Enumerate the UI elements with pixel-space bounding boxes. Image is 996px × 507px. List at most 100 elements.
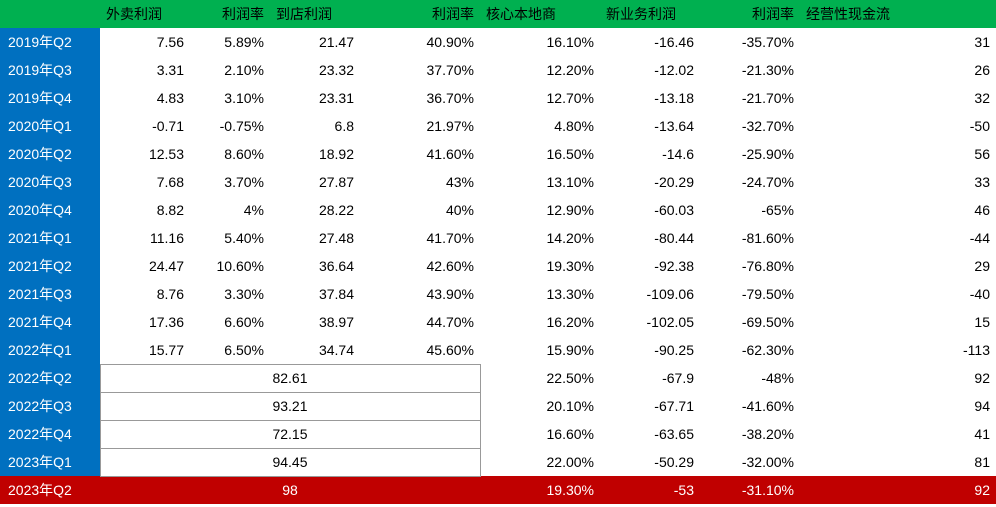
header-cashflow: 经营性现金流 <box>800 0 996 28</box>
merged-cell: 98 <box>100 476 480 504</box>
data-cell: -0.71 <box>100 112 190 140</box>
table-row: 2020年Q1-0.71-0.75%6.821.97%4.80%-13.64-3… <box>0 112 996 140</box>
merged-cell: 93.21 <box>100 392 480 420</box>
data-cell: -69.50% <box>700 308 800 336</box>
data-cell: -76.80% <box>700 252 800 280</box>
data-cell: 32 <box>800 84 996 112</box>
table-row: 2019年Q33.312.10%23.3237.70%12.20%-12.02-… <box>0 56 996 84</box>
data-cell: 12.70% <box>480 84 600 112</box>
data-cell: 43.90% <box>360 280 480 308</box>
data-cell: 15.90% <box>480 336 600 364</box>
row-label: 2021年Q2 <box>0 252 100 280</box>
data-cell: 4.83 <box>100 84 190 112</box>
data-cell: 40.90% <box>360 28 480 56</box>
data-cell: -67.9 <box>600 364 700 392</box>
data-cell: 46 <box>800 196 996 224</box>
data-cell: -21.70% <box>700 84 800 112</box>
data-cell: -12.02 <box>600 56 700 84</box>
row-label: 2020年Q4 <box>0 196 100 224</box>
data-cell: 44.70% <box>360 308 480 336</box>
header-newbiz-rate: 利润率 <box>700 0 800 28</box>
data-cell: 27.48 <box>270 224 360 252</box>
data-cell: -62.30% <box>700 336 800 364</box>
data-cell: 8.76 <box>100 280 190 308</box>
row-label: 2019年Q2 <box>0 28 100 56</box>
data-cell: 13.30% <box>480 280 600 308</box>
data-cell: 12.53 <box>100 140 190 168</box>
data-cell: 19.30% <box>480 476 600 504</box>
header-empty <box>0 0 100 28</box>
table-row: 2020年Q212.538.60%18.9241.60%16.50%-14.6-… <box>0 140 996 168</box>
data-cell: 41 <box>800 420 996 448</box>
data-cell: 16.20% <box>480 308 600 336</box>
header-daodian-profit: 到店利润 <box>270 0 360 28</box>
data-cell: 2.10% <box>190 56 270 84</box>
data-cell: -21.30% <box>700 56 800 84</box>
data-cell: -92.38 <box>600 252 700 280</box>
data-cell: -0.75% <box>190 112 270 140</box>
data-cell: -60.03 <box>600 196 700 224</box>
row-label: 2020年Q1 <box>0 112 100 140</box>
data-cell: 27.87 <box>270 168 360 196</box>
row-label: 2019年Q4 <box>0 84 100 112</box>
data-cell: 41.70% <box>360 224 480 252</box>
table-row: 2021年Q417.366.60%38.9744.70%16.20%-102.0… <box>0 308 996 336</box>
header-core-local: 核心本地商 <box>480 0 600 28</box>
data-cell: -102.05 <box>600 308 700 336</box>
data-cell: 37.70% <box>360 56 480 84</box>
data-cell: 36.70% <box>360 84 480 112</box>
data-cell: 18.92 <box>270 140 360 168</box>
data-cell: -16.46 <box>600 28 700 56</box>
data-cell: 41.60% <box>360 140 480 168</box>
data-cell: 92 <box>800 364 996 392</box>
data-cell: 11.16 <box>100 224 190 252</box>
data-cell: 16.50% <box>480 140 600 168</box>
data-cell: -48% <box>700 364 800 392</box>
table-row: 2019年Q44.833.10%23.3136.70%12.70%-13.18-… <box>0 84 996 112</box>
merged-cell: 94.45 <box>100 448 480 476</box>
header-row: 外卖利润 利润率 到店利润 利润率 核心本地商 新业务利润 利润率 经营性现金流 <box>0 0 996 28</box>
data-cell: 45.60% <box>360 336 480 364</box>
data-cell: 6.50% <box>190 336 270 364</box>
row-label: 2023年Q1 <box>0 448 100 476</box>
table-row: 2021年Q38.763.30%37.8443.90%13.30%-109.06… <box>0 280 996 308</box>
data-cell: 3.70% <box>190 168 270 196</box>
table-row: 2023年Q29819.30%-53-31.10%92 <box>0 476 996 504</box>
data-cell: 8.82 <box>100 196 190 224</box>
data-cell: 34.74 <box>270 336 360 364</box>
data-cell: 5.40% <box>190 224 270 252</box>
data-cell: 14.20% <box>480 224 600 252</box>
data-cell: 28.22 <box>270 196 360 224</box>
data-cell: 6.60% <box>190 308 270 336</box>
row-label: 2022年Q1 <box>0 336 100 364</box>
table-row: 2021年Q224.4710.60%36.6442.60%19.30%-92.3… <box>0 252 996 280</box>
data-cell: -32.70% <box>700 112 800 140</box>
data-cell: -50.29 <box>600 448 700 476</box>
data-cell: 3.10% <box>190 84 270 112</box>
data-cell: 29 <box>800 252 996 280</box>
data-cell: 12.20% <box>480 56 600 84</box>
data-cell: -113 <box>800 336 996 364</box>
data-cell: -40 <box>800 280 996 308</box>
data-cell: -44 <box>800 224 996 252</box>
row-label: 2023年Q2 <box>0 476 100 504</box>
data-cell: -14.6 <box>600 140 700 168</box>
data-cell: 15.77 <box>100 336 190 364</box>
data-cell: 26 <box>800 56 996 84</box>
data-cell: 15 <box>800 308 996 336</box>
table-row: 2022年Q393.2120.10%-67.71-41.60%94 <box>0 392 996 420</box>
data-cell: -41.60% <box>700 392 800 420</box>
data-cell: -35.70% <box>700 28 800 56</box>
data-cell: -20.29 <box>600 168 700 196</box>
table-row: 2020年Q37.683.70%27.8743%13.10%-20.29-24.… <box>0 168 996 196</box>
data-cell: -25.90% <box>700 140 800 168</box>
data-cell: 31 <box>800 28 996 56</box>
table-row: 2021年Q111.165.40%27.4841.70%14.20%-80.44… <box>0 224 996 252</box>
data-cell: 3.31 <box>100 56 190 84</box>
data-cell: 13.10% <box>480 168 600 196</box>
table-body: 2019年Q27.565.89%21.4740.90%16.10%-16.46-… <box>0 28 996 504</box>
data-cell: -63.65 <box>600 420 700 448</box>
financial-table: 外卖利润 利润率 到店利润 利润率 核心本地商 新业务利润 利润率 经营性现金流… <box>0 0 996 504</box>
table-row: 2023年Q194.4522.00%-50.29-32.00%81 <box>0 448 996 476</box>
row-label: 2019年Q3 <box>0 56 100 84</box>
